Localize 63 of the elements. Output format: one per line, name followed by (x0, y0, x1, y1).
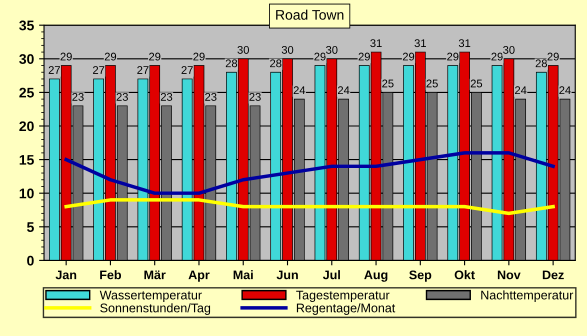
data-label: 24 (338, 86, 350, 94)
data-label: 23 (160, 93, 172, 101)
line-series (64, 151, 555, 195)
x-tick-label: Nov (498, 270, 521, 280)
data-label: 27 (182, 66, 193, 74)
data-label: 27 (137, 66, 149, 74)
legend-label: Tagestemperatur (296, 290, 390, 302)
x-tick-label: Feb (100, 270, 122, 280)
data-label: 24 (515, 86, 527, 94)
data-label: 31 (414, 39, 426, 48)
data-label: 28 (270, 59, 282, 68)
x-tick-label: Jul (322, 270, 340, 280)
x-tick-label: Mär (144, 270, 166, 280)
data-label: 29 (149, 52, 160, 61)
data-label: 31 (370, 39, 382, 48)
data-label: 25 (426, 80, 438, 88)
data-label: 23 (116, 93, 128, 101)
x-tick-label: Dez (542, 270, 564, 280)
y-tick-label: 20 (19, 121, 34, 132)
legend-label: Nachttemperatur (481, 290, 574, 302)
y-tick-label: 10 (20, 188, 34, 198)
data-label: 23 (72, 93, 84, 101)
data-label: 30 (237, 46, 249, 54)
y-tick-label: 25 (19, 88, 34, 98)
data-label: 29 (548, 52, 559, 61)
data-label: 25 (382, 80, 394, 88)
data-label: 29 (193, 52, 205, 61)
data-label: 24 (294, 86, 306, 94)
data-label: 29 (358, 52, 370, 61)
x-tick-label: Sep (409, 270, 432, 282)
x-tick-label: Okt (454, 270, 475, 280)
y-tick-label: 35 (19, 20, 34, 30)
data-label: 31 (458, 39, 470, 48)
y-tick-label: 5 (27, 222, 34, 232)
data-label: 29 (447, 52, 458, 61)
y-tick-label: 0 (27, 256, 34, 266)
data-label: 23 (249, 93, 261, 101)
y-tick-label: 30 (19, 54, 34, 64)
data-label: 25 (470, 80, 482, 88)
legend-label: Regentage/Monat (296, 303, 396, 315)
x-tick-label: Apr (188, 270, 210, 282)
y-tick-label: 15 (20, 155, 34, 165)
data-label: 24 (559, 86, 571, 94)
data-label: 29 (104, 52, 116, 61)
x-tick-label: Jun (276, 270, 298, 280)
data-label: 28 (226, 59, 238, 68)
data-label: 30 (282, 46, 294, 54)
x-tick-label: Mai (234, 270, 253, 280)
x-tick-label: Jan (56, 270, 76, 280)
legend-label: Sonnenstunden/Tag (100, 303, 210, 315)
data-label: 28 (536, 59, 548, 68)
chart-title: Road Town (276, 10, 344, 20)
legend-label: Wassertemperatur (100, 290, 202, 302)
data-label: 30 (503, 46, 515, 54)
data-label: 29 (314, 52, 326, 61)
data-label: 29 (491, 52, 503, 61)
data-label: 30 (326, 46, 338, 54)
x-tick-label: Aug (364, 270, 388, 282)
data-label: 23 (205, 93, 216, 101)
data-label: 29 (402, 52, 414, 61)
data-label: 29 (60, 52, 72, 61)
data-label: 27 (48, 66, 60, 74)
data-label: 27 (93, 66, 104, 74)
